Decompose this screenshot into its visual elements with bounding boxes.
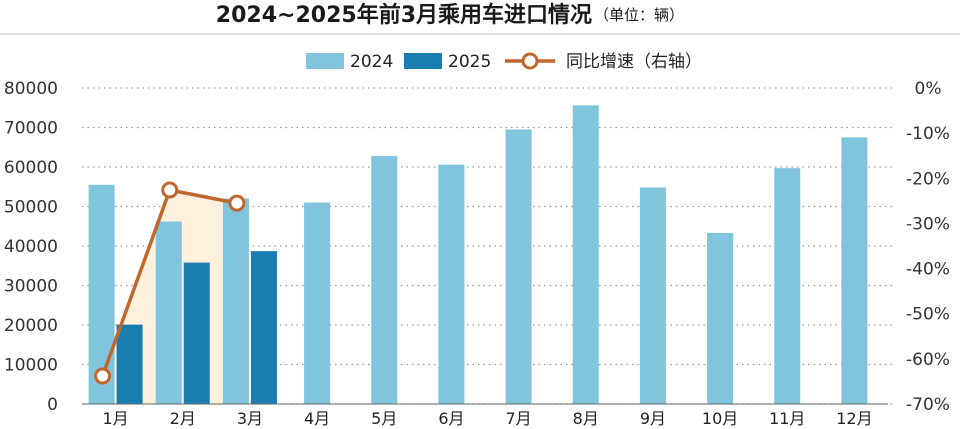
legend-line-marker [521, 52, 539, 70]
bar-2024 [841, 137, 868, 404]
y-left-tick-label: 80000 [4, 79, 58, 99]
bar-2024 [639, 187, 666, 404]
legend-label-2024: 2024 [350, 52, 393, 72]
bar-2024 [438, 164, 465, 404]
growth-point [228, 194, 246, 212]
x-tick-label: 2月 [170, 409, 196, 428]
bar-2024 [88, 184, 115, 404]
bar-2024 [155, 221, 182, 404]
y-left-tick-label: 30000 [4, 277, 58, 297]
bar-2024 [572, 105, 599, 404]
x-tick-label: 3月 [237, 409, 263, 428]
right-axis: 0% -10% -20% -30% -40% -50% -60% -70% [906, 79, 950, 415]
x-tick-label: 9月 [640, 409, 666, 428]
bar-2024 [304, 202, 331, 404]
x-tick-label: 11月 [769, 409, 805, 428]
x-tick-label: 8月 [573, 409, 599, 428]
y-right-tick-label: -50% [906, 305, 950, 325]
left-axis: 0 10000 20000 30000 40000 50000 60000 70000 8000… [4, 79, 58, 415]
growth-point [94, 367, 112, 385]
y-left-tick-label: 60000 [4, 158, 58, 178]
y-right-tick-label: -40% [906, 260, 950, 280]
bar-2025 [250, 251, 277, 404]
bar-2025 [116, 324, 143, 404]
bar-2024 [774, 168, 801, 404]
legend: 2024 2025 同比增速（右轴） [306, 52, 702, 72]
legend-label-2025: 2025 [448, 52, 491, 72]
x-tick-label: 6月 [438, 409, 464, 428]
x-tick-label: 5月 [371, 409, 397, 428]
chart-title-group: 2024~2025年前3月乘用车进口情况 （单位：辆） [216, 2, 684, 28]
legend-label-growth: 同比增速（右轴） [566, 52, 702, 72]
bars-group [88, 105, 868, 404]
y-left-tick-label: 50000 [4, 198, 58, 218]
x-tick-label: 10月 [702, 409, 738, 428]
growth-point [161, 181, 179, 199]
y-left-tick-label: 10000 [4, 356, 58, 376]
y-right-tick-label: 0% [915, 79, 942, 99]
x-tick-label: 12月 [836, 409, 872, 428]
bar-2024 [707, 232, 734, 404]
legend-swatch-2025 [404, 53, 442, 69]
chart-unit-note: （单位：辆） [594, 6, 684, 24]
x-tick-label: 7月 [505, 409, 531, 428]
y-right-tick-label: -20% [906, 169, 950, 189]
y-right-tick-label: -30% [906, 214, 950, 234]
growth-line-group [94, 181, 246, 385]
bar-2024 [505, 129, 532, 404]
x-tick-label: 4月 [304, 409, 330, 428]
y-right-tick-label: -60% [906, 350, 950, 370]
bar-2024 [222, 198, 249, 404]
chart-title: 2024~2025年前3月乘用车进口情况 [216, 2, 592, 28]
y-left-tick-label: 20000 [4, 316, 58, 336]
legend-swatch-2024 [306, 53, 344, 69]
y-left-tick-label: 40000 [4, 237, 58, 257]
y-right-tick-label: -70% [906, 395, 950, 415]
y-right-tick-label: -10% [906, 124, 950, 144]
x-axis: 1月 2月 3月 4月 5月 6月 7月 8月 9月 10月 11月 12月 [82, 403, 888, 428]
y-left-tick-label: 70000 [4, 119, 58, 139]
bar-2025 [183, 262, 210, 404]
bar-2024 [371, 155, 398, 404]
y-left-tick-label: 0 [47, 395, 58, 415]
x-tick-label: 1月 [102, 409, 128, 428]
